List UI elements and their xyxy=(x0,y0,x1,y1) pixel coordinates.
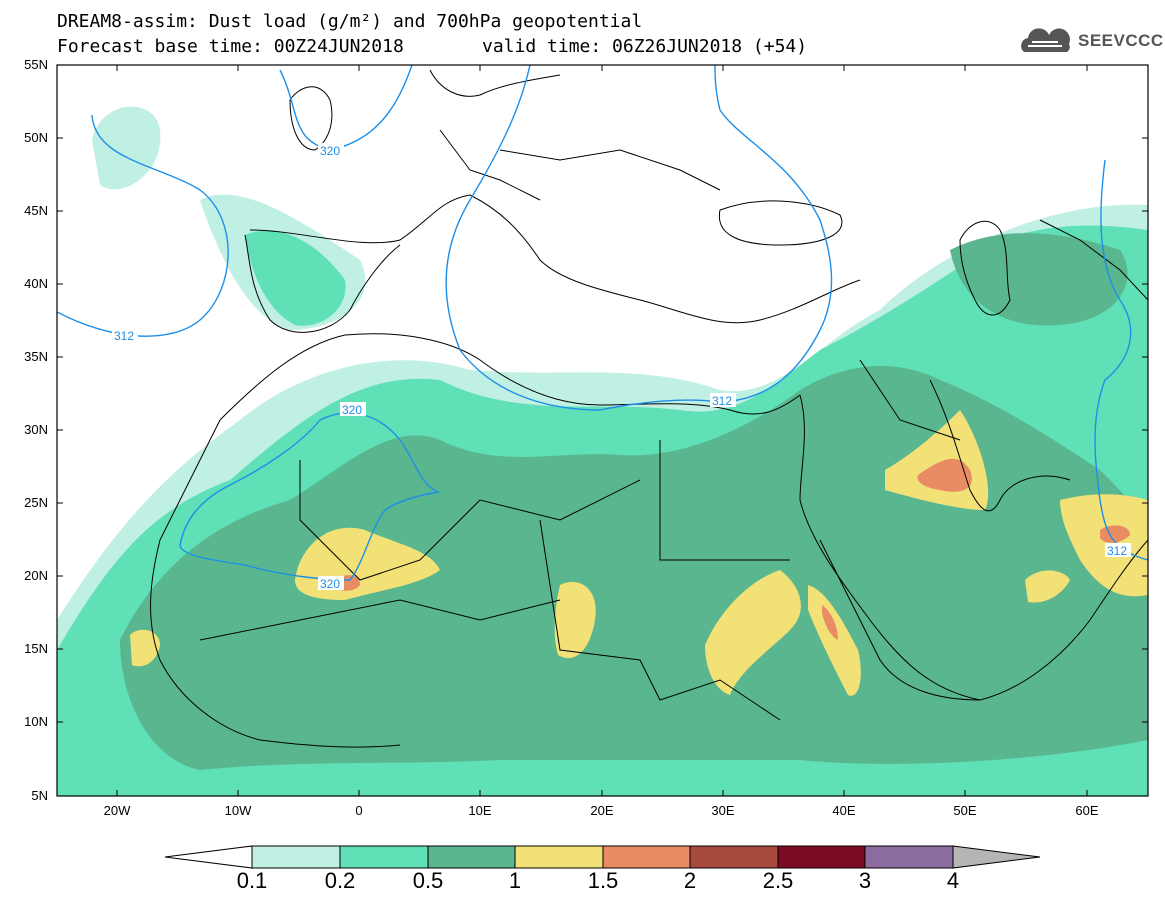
lon-label-20w: 20W xyxy=(103,803,131,818)
lat-label-15n: 15N xyxy=(24,641,48,656)
border-3 xyxy=(659,440,790,561)
lat-ticks-right xyxy=(1142,64,1148,723)
colorbar-label-4: 4 xyxy=(946,868,960,893)
border-2 xyxy=(539,519,781,721)
coastline-iberia xyxy=(244,234,401,333)
colorbar-label-0-1: 0.1 xyxy=(236,868,268,893)
dust-band-1-west xyxy=(130,629,160,667)
chart-title: DREAM8-assim: Dust load (g/m²) and 700hP… xyxy=(57,11,643,32)
border-8 xyxy=(1039,219,1148,301)
contour-label-320-europe: 320 xyxy=(320,144,340,158)
coastline-east-africa xyxy=(819,539,981,701)
lat-label-40n: 40N xyxy=(24,276,48,291)
colorbar-label-2-5: 2.5 xyxy=(762,868,794,893)
dust-band-0-1-nw xyxy=(92,106,161,190)
valid-time: valid time: 06Z26JUN2018 (+54) xyxy=(482,36,808,57)
lon-ticks xyxy=(116,790,1088,796)
dust-band-1-oman-south xyxy=(1025,570,1070,603)
cloud-logo-icon xyxy=(1021,28,1070,52)
dust-band-0-5-central-asia xyxy=(950,233,1128,326)
contour-312-east xyxy=(1094,159,1148,561)
lat-label-35n: 35N xyxy=(24,349,48,364)
coastline-britain xyxy=(289,86,333,151)
colorbar-label-0-5: 0.5 xyxy=(412,868,444,893)
lat-label-20n: 20N xyxy=(24,568,48,583)
coastline-scandinavia xyxy=(429,69,561,97)
lon-ticks-top xyxy=(116,65,1088,71)
coastline-north-africa xyxy=(219,333,801,421)
contour-312-central xyxy=(445,65,833,411)
lat-label-50n: 50N xyxy=(24,130,48,145)
dust-load-map: 312 320 312 320 312 320 xyxy=(56,64,1149,797)
lat-label-55n: 55N xyxy=(24,57,48,72)
forecast-base-time: Forecast base time: 00Z24JUN2018 xyxy=(57,36,404,57)
colorbar-label-2: 2 xyxy=(683,868,697,893)
lat-label-25n: 25N xyxy=(24,495,48,510)
dust-band-1-5-redsea xyxy=(822,605,838,640)
lon-label-60e: 60E xyxy=(1075,803,1099,818)
lon-label-40e: 40E xyxy=(832,803,856,818)
dust-band-1-oman xyxy=(1060,494,1148,597)
colorbar-label-1-5: 1.5 xyxy=(587,868,619,893)
colorbar-label-1: 1 xyxy=(508,868,522,893)
dust-band-0-2-iberia xyxy=(245,230,346,326)
colorbar-label-3: 3 xyxy=(858,868,872,893)
contour-label-312-west: 312 xyxy=(114,329,134,343)
lon-label-30e: 30E xyxy=(711,803,735,818)
coastline-gulf xyxy=(929,379,1071,512)
border-7 xyxy=(859,359,961,441)
border-1 xyxy=(299,460,641,581)
lon-label-50e: 50E xyxy=(953,803,977,818)
contour-label-320-africa-north: 320 xyxy=(342,403,362,417)
logo-text: SEEVCCC xyxy=(1078,31,1164,50)
contour-label-312-central: 312 xyxy=(712,394,732,408)
lon-label-20e: 20E xyxy=(590,803,614,818)
coastline-west-africa xyxy=(150,419,401,748)
colorbar-label-0-2: 0.2 xyxy=(324,868,356,893)
dust-band-1-5-arabia xyxy=(917,458,972,492)
coastline-black-sea xyxy=(718,200,843,246)
dust-band-1-chad xyxy=(554,581,596,659)
dust-band-1-redsea xyxy=(808,585,861,696)
lat-label-30n: 30N xyxy=(24,422,48,437)
lat-label-10n: 10N xyxy=(24,714,48,729)
caspian-sea xyxy=(959,220,1011,316)
contour-label-320-africa-south: 320 xyxy=(320,577,340,591)
lat-label-45n: 45N xyxy=(24,203,48,218)
coastline-europe xyxy=(249,194,861,324)
dust-band-1-sudan xyxy=(705,570,801,695)
coastline-arabia xyxy=(799,394,1148,701)
border-4 xyxy=(199,599,561,641)
lon-label-10w: 10W xyxy=(224,803,252,818)
contour-label-312-east: 312 xyxy=(1107,544,1127,558)
border-5 xyxy=(499,149,721,191)
lon-label-10e: 10E xyxy=(468,803,492,818)
lon-label-0: 0 xyxy=(355,803,363,818)
lat-label-5n: 5N xyxy=(31,788,48,803)
lat-ticks xyxy=(57,64,63,797)
